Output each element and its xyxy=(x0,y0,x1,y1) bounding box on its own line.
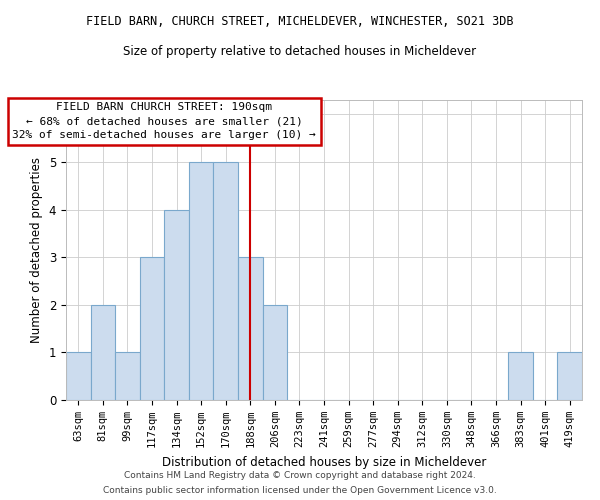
Bar xyxy=(557,352,582,400)
Text: FIELD BARN CHURCH STREET: 190sqm
← 68% of detached houses are smaller (21)
32% o: FIELD BARN CHURCH STREET: 190sqm ← 68% o… xyxy=(13,102,316,141)
Bar xyxy=(238,257,263,400)
Bar xyxy=(164,210,189,400)
Bar xyxy=(140,257,164,400)
Bar xyxy=(263,305,287,400)
Text: Contains public sector information licensed under the Open Government Licence v3: Contains public sector information licen… xyxy=(103,486,497,495)
Text: FIELD BARN, CHURCH STREET, MICHELDEVER, WINCHESTER, SO21 3DB: FIELD BARN, CHURCH STREET, MICHELDEVER, … xyxy=(86,15,514,28)
Text: Size of property relative to detached houses in Micheldever: Size of property relative to detached ho… xyxy=(124,45,476,58)
Text: Contains HM Land Registry data © Crown copyright and database right 2024.: Contains HM Land Registry data © Crown c… xyxy=(124,471,476,480)
Bar xyxy=(189,162,214,400)
Bar xyxy=(214,162,238,400)
Bar xyxy=(115,352,140,400)
X-axis label: Distribution of detached houses by size in Micheldever: Distribution of detached houses by size … xyxy=(162,456,486,468)
Bar xyxy=(66,352,91,400)
Bar xyxy=(91,305,115,400)
Bar xyxy=(508,352,533,400)
Y-axis label: Number of detached properties: Number of detached properties xyxy=(30,157,43,343)
